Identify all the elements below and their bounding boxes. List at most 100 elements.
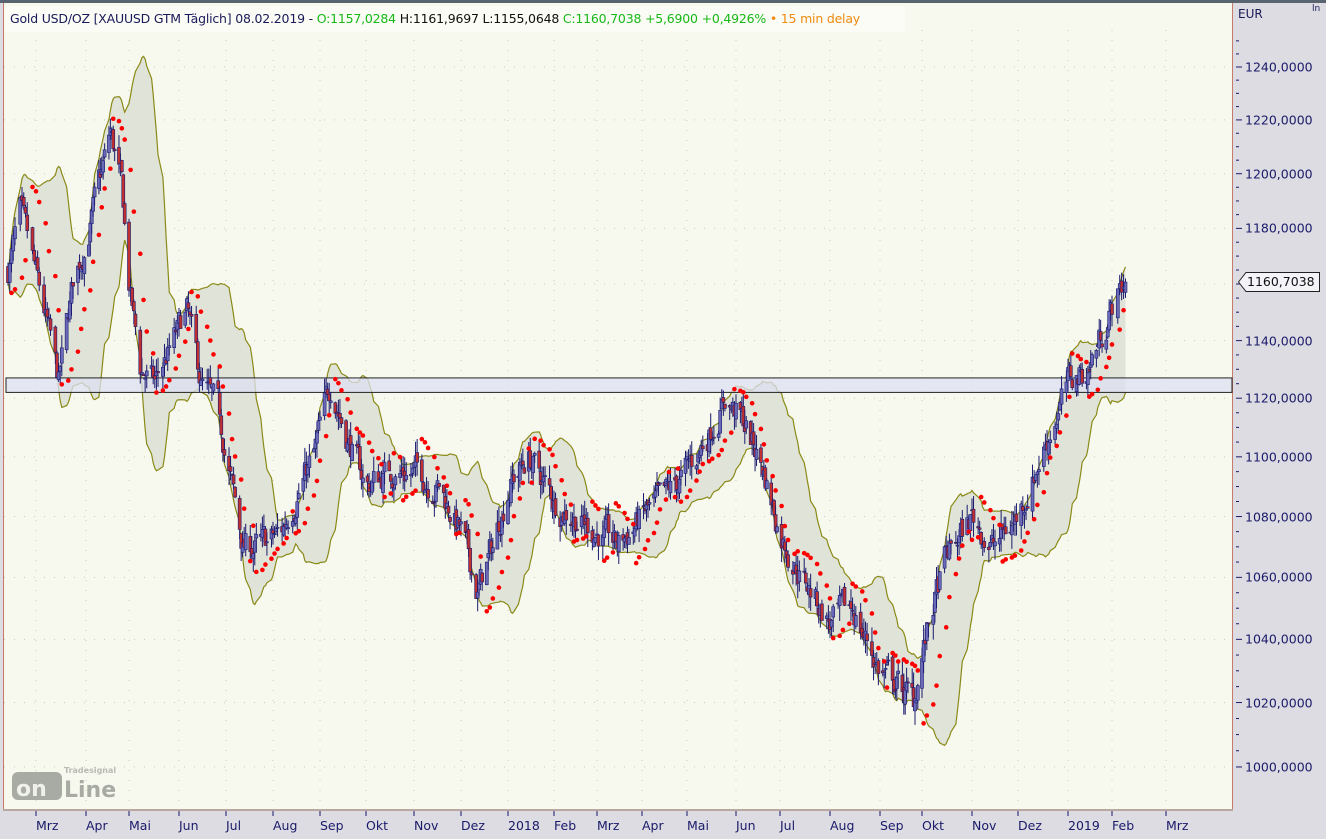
- candle-body: [689, 454, 694, 467]
- candle-body: [658, 482, 662, 485]
- candle-body: [679, 469, 683, 478]
- parabolic-sar-dot: [550, 452, 555, 458]
- candle-body: [653, 490, 658, 498]
- candle-body: [102, 149, 107, 158]
- x-tick-label: Jun: [736, 818, 756, 833]
- parabolic-sar-dot: [678, 499, 684, 504]
- parabolic-sar-dot: [672, 494, 678, 500]
- candle-body: [708, 427, 713, 440]
- parabolic-sar-dot: [884, 685, 890, 690]
- parabolic-sar-dot: [847, 621, 852, 626]
- x-tick-label: Sep: [320, 818, 344, 833]
- parabolic-sar-dot: [137, 251, 143, 257]
- candle-body: [993, 541, 997, 547]
- parabolic-sar-dot: [122, 137, 127, 142]
- parabolic-sar-dot: [119, 126, 125, 131]
- parabolic-sar-dot: [1003, 557, 1009, 562]
- parabolic-sar-dot: [805, 552, 810, 558]
- parabolic-sar-dot: [317, 458, 323, 463]
- parabolic-sar-dot: [478, 554, 484, 559]
- parabolic-sar-dot: [229, 436, 235, 442]
- candle-body: [1014, 513, 1019, 522]
- parabolic-sar-dot: [700, 461, 706, 467]
- parabolic-sar-dot: [432, 454, 437, 460]
- parabolic-sar-dot: [837, 633, 842, 639]
- parabolic-sar-dot: [296, 528, 302, 534]
- candle-body: [7, 263, 12, 283]
- candle-body: [786, 554, 790, 568]
- candle-body: [1033, 474, 1038, 481]
- parabolic-sar-dot: [975, 534, 981, 540]
- parabolic-sar-dot: [88, 288, 93, 293]
- parabolic-sar-dot: [1025, 530, 1030, 536]
- parabolic-sar-dot: [654, 520, 660, 525]
- parabolic-sar-dot: [1084, 359, 1089, 365]
- parabolic-sar-dot: [553, 464, 558, 469]
- candle-body: [468, 547, 472, 573]
- parabolic-sar-dot: [583, 534, 589, 539]
- parabolic-sar-dot: [238, 477, 244, 482]
- parabolic-sar-dot: [211, 352, 216, 357]
- parabolic-sar-dot: [444, 483, 450, 489]
- candle-body: [727, 405, 732, 408]
- parabolic-sar-dot: [469, 513, 474, 518]
- parabolic-sar-dot: [369, 448, 375, 454]
- candle-body: [307, 455, 312, 468]
- parabolic-sar-dot: [116, 118, 122, 124]
- parabolic-sar-dot: [604, 555, 610, 560]
- candle-body: [167, 345, 172, 348]
- candle-body: [1086, 372, 1090, 386]
- candle-body: [208, 377, 213, 385]
- candle-body: [876, 660, 881, 674]
- candle-body: [890, 656, 895, 681]
- parabolic-sar-dot: [348, 410, 353, 415]
- parabolic-sar-dot: [758, 426, 764, 432]
- candle-body: [13, 226, 17, 240]
- candle-body: [387, 460, 392, 472]
- parabolic-sar-dot: [108, 166, 113, 171]
- candle-body: [339, 417, 344, 425]
- parabolic-sar-dot: [75, 349, 81, 354]
- parabolic-sar-dot: [260, 567, 265, 573]
- parabolic-sar-dot: [859, 589, 865, 594]
- x-tick-label: Mai: [129, 818, 151, 833]
- chart-plot-area[interactable]: [3, 3, 1233, 809]
- candle-body: [219, 415, 224, 435]
- candle-body: [42, 284, 46, 314]
- parabolic-sar-dot: [943, 625, 949, 630]
- x-tick-label: 2018: [508, 818, 540, 833]
- parabolic-sar-dot: [675, 466, 681, 471]
- svg-text:Line: Line: [64, 778, 116, 802]
- parabolic-sar-dot: [302, 520, 308, 526]
- candle-body: [1042, 446, 1046, 467]
- scale-toggle-icon[interactable]: ln: [1312, 4, 1321, 14]
- parabolic-sar-dot: [904, 659, 909, 665]
- parabolic-sar-dot: [694, 478, 699, 483]
- parabolic-sar-dot: [912, 663, 918, 669]
- candle-body: [1054, 423, 1059, 429]
- candle-body: [217, 392, 222, 415]
- candle-body: [1046, 441, 1051, 455]
- candle-body: [920, 658, 924, 689]
- parabolic-sar-dot: [997, 522, 1002, 528]
- parabolic-sar-dot: [924, 713, 930, 718]
- parabolic-sar-dot: [559, 477, 564, 483]
- parabolic-sar-dot: [1012, 553, 1018, 558]
- parabolic-sar-dot: [706, 459, 712, 464]
- candle-body: [23, 206, 28, 214]
- candle-body: [1030, 476, 1035, 512]
- candle-body: [328, 400, 333, 403]
- candle-body: [388, 474, 393, 482]
- currency-label: EUR: [1238, 7, 1263, 21]
- candle-body: [1037, 469, 1041, 472]
- parabolic-sar-dot: [226, 411, 232, 416]
- parabolic-sar-dot: [487, 605, 493, 610]
- candle-body: [764, 480, 769, 490]
- bar-date: 08.02.2019 -: [235, 11, 313, 26]
- candle-body: [1069, 365, 1073, 377]
- parabolic-sar-dot: [131, 209, 137, 214]
- candle-body: [315, 431, 319, 444]
- parabolic-sar-dot: [610, 550, 616, 555]
- candle-body: [942, 546, 947, 569]
